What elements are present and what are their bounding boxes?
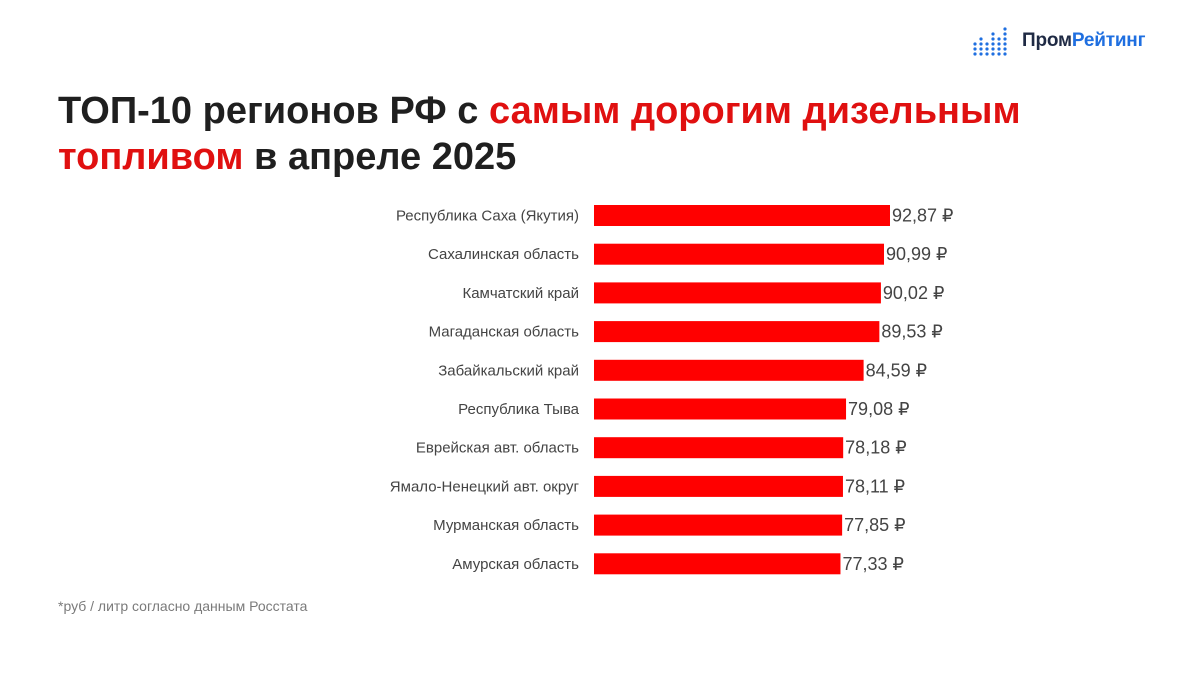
category-label: Камчатский край xyxy=(462,285,579,302)
chart-title: ТОП-10 регионов РФ с самым дорогим дизел… xyxy=(58,88,1158,180)
bar xyxy=(594,359,864,381)
bar xyxy=(594,243,885,265)
value-label: 78,18 ₽ xyxy=(845,438,907,458)
logo-dots-icon xyxy=(973,27,1007,56)
category-label: Магаданская область xyxy=(429,324,580,341)
footnote: *руб / литр согласно данным Росстата xyxy=(58,598,308,614)
logo-text-part2: Рейтинг xyxy=(1071,30,1146,51)
value-label: 89,53 ₽ xyxy=(881,322,943,342)
brand-logo: ПромРейтинг xyxy=(972,24,1145,58)
value-label: 92,87 ₽ xyxy=(892,206,954,226)
category-label: Республика Саха (Якутия) xyxy=(396,208,579,225)
bar xyxy=(594,553,841,575)
value-label: 78,11 ₽ xyxy=(845,476,905,496)
title-part2: в апреле 2025 xyxy=(243,136,517,178)
bar-chart: Республика Саха (Якутия) 92,87 ₽ Сахалинск… xyxy=(390,205,954,575)
title-accent2: топливом xyxy=(58,136,244,178)
logo-text-part1: Пром xyxy=(1022,30,1072,51)
category-label: Забайкальский край xyxy=(438,362,579,379)
title-part1: ТОП-10 регионов РФ с xyxy=(58,90,489,132)
category-label: Амурская область xyxy=(452,556,579,573)
title-accent1: самым дорогим дизельным xyxy=(488,90,1021,132)
logo-text: ПромРейтинг xyxy=(1022,30,1145,52)
bar xyxy=(594,282,881,304)
bar xyxy=(594,205,890,226)
value-label: 77,33 ₽ xyxy=(842,554,904,574)
value-label: 77,85 ₽ xyxy=(844,515,906,535)
value-label: 84,59 ₽ xyxy=(866,360,928,380)
bar xyxy=(594,514,843,536)
category-label: Сахалинская область xyxy=(428,246,579,263)
bar xyxy=(594,398,847,420)
bar xyxy=(594,475,843,497)
category-label: Ямало-Ненецкий авт. округ xyxy=(390,478,580,495)
category-label: Еврейская авт. область xyxy=(416,440,579,457)
bar xyxy=(594,437,844,459)
category-label: Мурманская область xyxy=(433,517,579,534)
value-label: 90,02 ₽ xyxy=(883,283,945,303)
value-label: 79,08 ₽ xyxy=(848,399,910,419)
value-label: 90,99 ₽ xyxy=(886,244,948,264)
category-label: Республика Тыва xyxy=(458,401,580,418)
bar xyxy=(594,321,880,343)
